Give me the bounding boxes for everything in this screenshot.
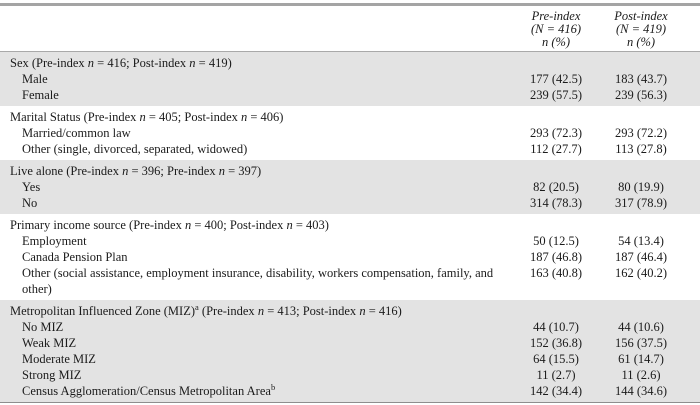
post-index-value: 317 (78.9)	[614, 196, 668, 210]
section-header-label: Primary income source (Pre-index n = 400…	[10, 218, 329, 232]
pre-index-value: 82 (20.5)	[533, 180, 579, 194]
post-index-value: 80 (19.9)	[618, 180, 664, 194]
post-index-value: 239 (56.3)	[614, 88, 668, 102]
section-header-row: Metropolitan Influenced Zone (MIZ)a (Pre…	[0, 303, 700, 319]
table-section-0: Sex (Pre-index n = 416; Post-index n = 4…	[0, 52, 700, 106]
post-index-value: 54 (13.4)	[618, 234, 664, 248]
row-label: Canada Pension Plan	[22, 250, 128, 264]
pre-index-unit: n (%)	[541, 35, 571, 49]
section-header-row: Marital Status (Pre-index n = 405; Post-…	[0, 109, 700, 125]
row-label: Yes	[22, 180, 41, 194]
row-label: No MIZ	[22, 320, 64, 334]
section-header-row: Live alone (Pre-index n = 396; Pre-index…	[0, 163, 700, 179]
post-index-value: 162 (40.2)	[614, 266, 668, 280]
table-row: Weak MIZ 152 (36.8) 156 (37.5)	[0, 335, 700, 351]
table-row: Employment 50 (12.5) 54 (13.4)	[0, 233, 700, 249]
post-index-value: 61 (14.7)	[618, 352, 664, 366]
section-header-label: Metropolitan Influenced Zone (MIZ)a (Pre…	[10, 301, 402, 318]
pre-index-value: 152 (36.8)	[529, 336, 583, 350]
section-header-label: Sex (Pre-index n = 416; Post-index n = 4…	[10, 56, 232, 70]
table-section-4: Metropolitan Influenced Zone (MIZ)a (Pre…	[0, 300, 700, 402]
section-header-label: Marital Status (Pre-index n = 405; Post-…	[10, 110, 284, 124]
pre-index-title: Pre-index	[531, 9, 581, 23]
pre-index-value: 11 (2.7)	[536, 368, 576, 382]
table-row: Female 239 (57.5) 239 (56.3)	[0, 87, 700, 103]
table-header-rule	[0, 51, 700, 52]
table-row: Other (single, divorced, separated, wido…	[0, 141, 700, 157]
row-label: Moderate MIZ	[22, 352, 96, 366]
column-header-post-index: Post-index (N = 419) n (%)	[601, 10, 681, 49]
row-label: No	[22, 196, 38, 210]
row-label: Strong MIZ	[22, 368, 82, 382]
row-label: Other (social assistance, employment ins…	[22, 266, 494, 296]
table-section-3: Primary income source (Pre-index n = 400…	[0, 214, 700, 300]
pre-index-n-total: (N = 416)	[530, 22, 582, 36]
row-label: Weak MIZ	[22, 336, 77, 350]
pre-index-value: 64 (15.5)	[533, 352, 579, 366]
table-bottom-rule	[0, 402, 700, 405]
row-label: Married/common law	[22, 126, 131, 140]
table-row: Strong MIZ 11 (2.7) 11 (2.6)	[0, 367, 700, 383]
post-index-value: 183 (43.7)	[614, 72, 668, 86]
post-index-value: 144 (34.6)	[614, 384, 668, 398]
post-index-value: 187 (46.4)	[614, 250, 668, 264]
section-header-label: Live alone (Pre-index n = 396; Pre-index…	[10, 164, 262, 178]
post-index-value: 293 (72.2)	[614, 126, 668, 140]
table-section-1: Marital Status (Pre-index n = 405; Post-…	[0, 106, 700, 160]
table-header-row: Pre-index (N = 416) n (%) Post-index (N …	[0, 6, 700, 51]
pre-index-value: 142 (34.4)	[529, 384, 583, 398]
table-row: Canada Pension Plan 187 (46.8) 187 (46.4)	[0, 249, 700, 265]
pre-index-value: 177 (42.5)	[529, 72, 583, 86]
pre-index-value: 112 (27.7)	[530, 142, 582, 156]
table-section-2: Live alone (Pre-index n = 396; Pre-index…	[0, 160, 700, 214]
post-index-value: 156 (37.5)	[614, 336, 668, 350]
post-index-value: 11 (2.6)	[621, 368, 661, 382]
row-label: Employment	[22, 234, 87, 248]
table-row: Census Agglomeration/Census Metropolitan…	[0, 383, 700, 399]
table-top-rule	[0, 3, 700, 6]
pre-index-value: 239 (57.5)	[529, 88, 583, 102]
pre-index-value: 314 (78.3)	[529, 196, 583, 210]
pre-index-value: 50 (12.5)	[533, 234, 579, 248]
table-row: Other (social assistance, employment ins…	[0, 265, 700, 297]
post-index-value: 113 (27.8)	[615, 142, 667, 156]
pre-index-value: 163 (40.8)	[529, 266, 583, 280]
table-row: Moderate MIZ 64 (15.5) 61 (14.7)	[0, 351, 700, 367]
table-row: Yes 82 (20.5) 80 (19.9)	[0, 179, 700, 195]
pre-index-value: 293 (72.3)	[529, 126, 583, 140]
post-index-n-total: (N = 419)	[615, 22, 667, 36]
table-row: No MIZ 44 (10.7) 44 (10.6)	[0, 319, 700, 335]
table-row: Male 177 (42.5) 183 (43.7)	[0, 71, 700, 87]
table-body: Sex (Pre-index n = 416; Post-index n = 4…	[0, 52, 700, 402]
table-row: No 314 (78.3) 317 (78.9)	[0, 195, 700, 211]
row-label: Male	[22, 72, 48, 86]
pre-index-value: 44 (10.7)	[533, 320, 579, 334]
post-index-title: Post-index	[614, 9, 668, 23]
table-row: Married/common law 293 (72.3) 293 (72.2)	[0, 125, 700, 141]
row-label: Female	[22, 88, 59, 102]
section-header-row: Primary income source (Pre-index n = 400…	[0, 217, 700, 233]
row-label: Census Agglomeration/Census Metropolitan…	[22, 381, 276, 398]
row-label: Other (single, divorced, separated, wido…	[22, 142, 248, 156]
post-index-value: 44 (10.6)	[618, 320, 664, 334]
pre-index-value: 187 (46.8)	[529, 250, 583, 264]
section-header-row: Sex (Pre-index n = 416; Post-index n = 4…	[0, 55, 700, 71]
column-header-pre-index: Pre-index (N = 416) n (%)	[516, 10, 596, 49]
post-index-unit: n (%)	[626, 35, 656, 49]
